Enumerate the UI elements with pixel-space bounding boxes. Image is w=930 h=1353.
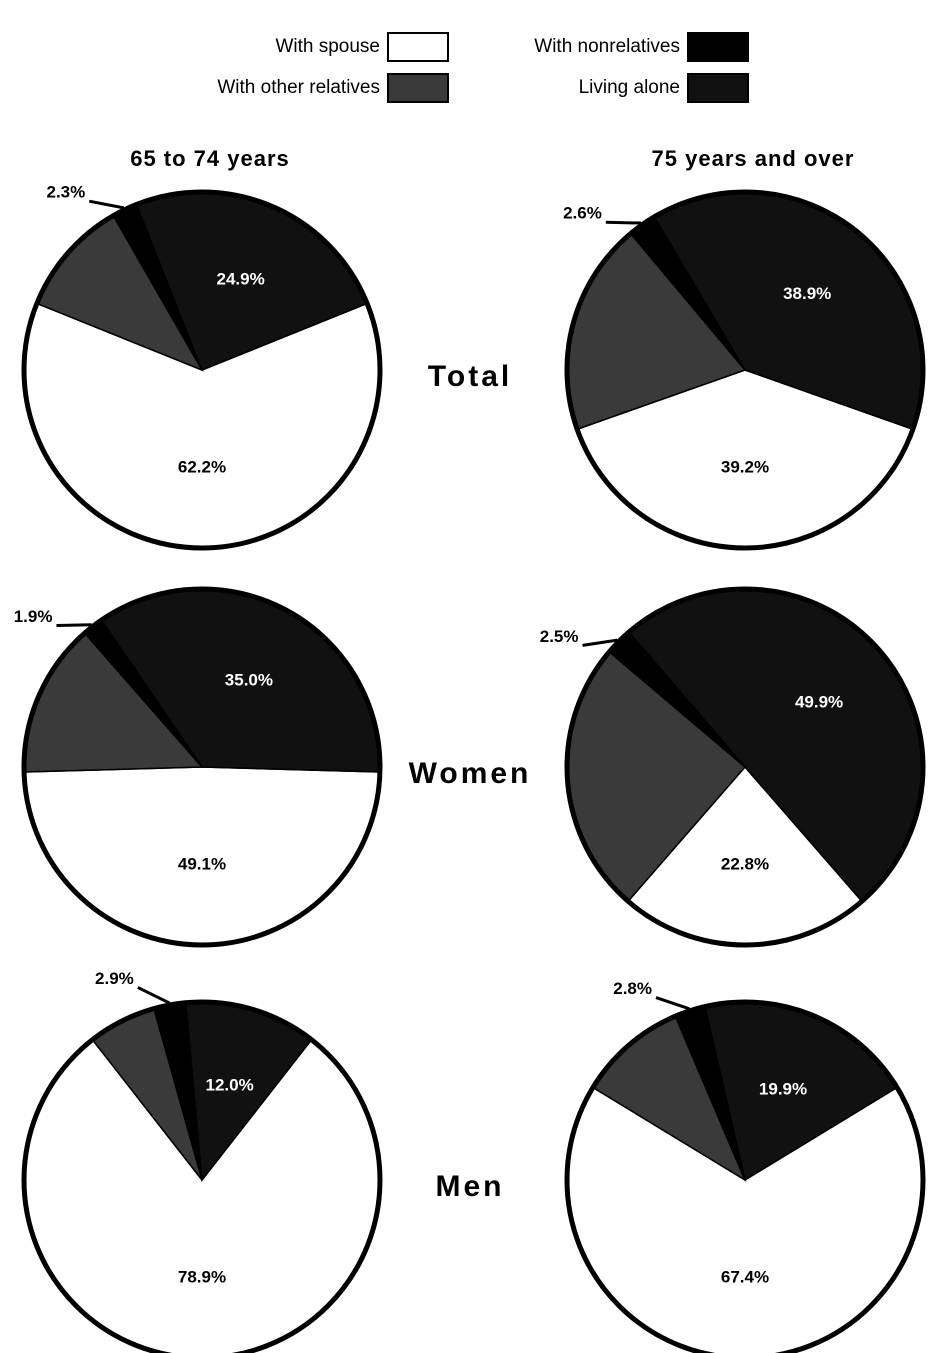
slice-label: 1.9% [14, 607, 53, 626]
leader-line [137, 986, 171, 1005]
pie-outline [21, 189, 383, 551]
slice-label: 38.9% [783, 284, 831, 303]
legend-label: With other relatives [217, 77, 380, 98]
column-title: 75 years and over [652, 146, 855, 171]
row-title: Women [409, 757, 532, 790]
slice-label: 24.9% [216, 270, 264, 289]
legend-swatch [387, 32, 449, 62]
slice-label: 49.9% [795, 692, 843, 711]
legend-label: With spouse [275, 36, 380, 57]
legend-label: Living alone [579, 77, 680, 98]
slice-label: 12.0% [206, 1076, 254, 1095]
slice-label: 2.6% [563, 204, 602, 223]
slice-label: 39.2% [721, 457, 769, 476]
slice-label: 22.8% [721, 854, 769, 873]
slice-label: 2.3% [46, 183, 85, 202]
leader-line [655, 996, 690, 1011]
pie-outline [21, 999, 383, 1353]
slice-label: 2.5% [540, 627, 579, 646]
pie-outline [564, 999, 926, 1353]
slice-label: 2.9% [95, 969, 134, 988]
row-title: Men [436, 1170, 505, 1203]
row-title: Total [428, 360, 512, 393]
slice-label: 19.9% [759, 1079, 807, 1098]
pie-outline [564, 586, 926, 948]
legend-label: With nonrelatives [534, 36, 680, 57]
slice-label: 78.9% [178, 1267, 226, 1286]
column-title: 65 to 74 years [130, 146, 290, 171]
leader-line [88, 199, 125, 210]
slice-label: 62.2% [178, 457, 226, 476]
legend-swatch [687, 73, 749, 103]
slice-label: 2.8% [613, 979, 652, 998]
pie-outline [21, 586, 383, 948]
slice-label: 35.0% [225, 671, 273, 690]
leader-line [582, 638, 618, 647]
leader-line [605, 220, 642, 225]
legend-swatch [387, 73, 449, 103]
leader-line [56, 623, 92, 627]
legend-swatch [687, 32, 749, 62]
pie-outline [564, 189, 926, 551]
slice-label: 49.1% [178, 854, 226, 873]
slice-label: 67.4% [721, 1267, 769, 1286]
